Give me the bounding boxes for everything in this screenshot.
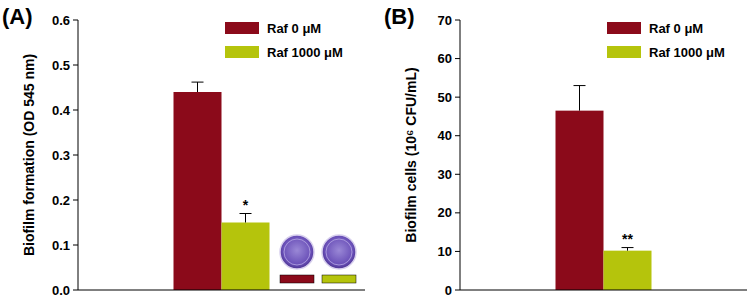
inset-photos — [280, 235, 356, 283]
x-axis — [78, 290, 365, 291]
error-line — [579, 86, 580, 111]
x-axis — [460, 290, 747, 291]
legend: Raf 0 μM Raf 1000 μM — [607, 21, 725, 60]
legend-swatch — [607, 22, 641, 34]
y-tick — [455, 58, 460, 59]
significance: * — [243, 197, 249, 213]
legend-swatch — [225, 46, 259, 58]
y-tick — [455, 212, 460, 213]
y-tick-label: 60 — [438, 51, 452, 66]
y-axis — [460, 20, 461, 290]
error-line — [245, 214, 246, 223]
y-tick-label: 10 — [438, 244, 452, 259]
legend: Raf 0 μM Raf 1000 μM — [225, 21, 343, 60]
y-tick — [73, 290, 78, 291]
error-cap — [240, 213, 252, 214]
panel-title: (B) — [384, 4, 415, 29]
significance: ** — [622, 231, 633, 247]
y-tick — [455, 135, 460, 136]
y-axis-label: Biofilm formation (OD 545 nm) — [21, 54, 37, 256]
error-cap — [574, 85, 586, 86]
well-rim — [326, 239, 352, 265]
y-tick — [73, 20, 78, 21]
error-bar — [622, 248, 634, 251]
error-line — [197, 82, 198, 92]
bar — [222, 223, 270, 291]
well-rim — [284, 239, 310, 265]
well-swatch — [280, 275, 314, 283]
y-tick-label: 70 — [438, 13, 452, 28]
y-tick-label: 0.4 — [52, 103, 71, 118]
y-tick — [455, 174, 460, 175]
y-tick — [73, 200, 78, 201]
y-tick — [455, 251, 460, 252]
error-bar — [240, 214, 252, 223]
y-tick — [73, 65, 78, 66]
y-tick-label: 0.3 — [52, 148, 70, 163]
bars — [174, 82, 270, 290]
y-tick-label: 0.2 — [52, 193, 70, 208]
y-tick — [455, 290, 460, 291]
y-tick-label: 0.6 — [52, 13, 70, 28]
legend-label: Raf 1000 μM — [649, 45, 725, 60]
y-tick — [455, 97, 460, 98]
legend-label: Raf 0 μM — [267, 21, 321, 36]
y-axis — [78, 20, 79, 290]
error-cap — [192, 82, 204, 83]
y-tick-label: 0.0 — [52, 283, 70, 298]
panel: (B) Biofilm cells (10⁶ CFU/mL) 0 10 20 30 40 50… — [384, 4, 747, 298]
error-cap — [622, 247, 634, 248]
bars — [556, 86, 652, 290]
well-photo — [280, 235, 314, 269]
error-bar — [574, 86, 586, 111]
y-tick — [73, 155, 78, 156]
y-tick — [73, 245, 78, 246]
y-tick — [455, 20, 460, 21]
legend-label: Raf 1000 μM — [267, 45, 343, 60]
legend-label: Raf 0 μM — [649, 21, 703, 36]
panel-title: (A) — [2, 4, 33, 29]
legend-swatch — [225, 22, 259, 34]
bar — [604, 251, 652, 290]
legend-swatch — [607, 46, 641, 58]
well-photo — [322, 235, 356, 269]
y-axis-label: Biofilm cells (10⁶ CFU/mL) — [403, 67, 419, 242]
error-bar — [192, 82, 204, 92]
y-tick-label: 0 — [445, 283, 452, 298]
panel: (A) Biofilm formation (OD 545 nm) 0.0 0.1 0.… — [2, 4, 365, 298]
y-tick-label: 50 — [438, 90, 452, 105]
y-tick-label: 0.5 — [52, 58, 70, 73]
y-tick-label: 20 — [438, 205, 452, 220]
well-swatch — [322, 275, 356, 283]
y-tick-label: 30 — [438, 167, 452, 182]
bar — [556, 111, 604, 290]
bar — [174, 92, 222, 290]
figure: (A) Biofilm formation (OD 545 nm) 0.0 0.1 0.… — [0, 0, 750, 298]
y-tick — [73, 110, 78, 111]
y-tick-label: 0.1 — [52, 238, 70, 253]
y-tick-label: 40 — [438, 128, 452, 143]
